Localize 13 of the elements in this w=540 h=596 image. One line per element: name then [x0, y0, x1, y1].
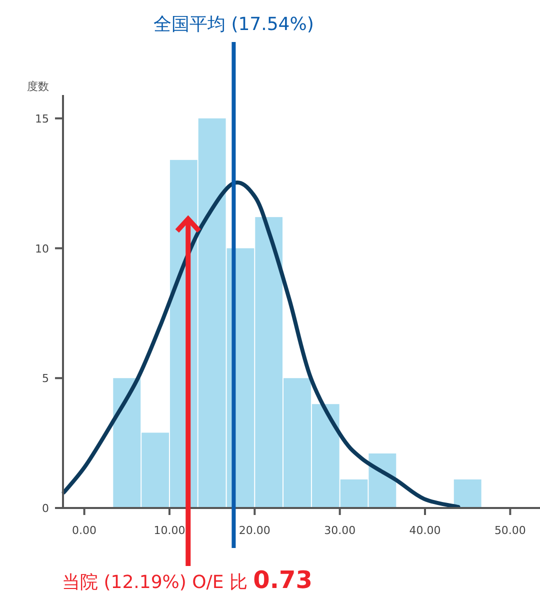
x-tick-label: 20.00: [238, 524, 270, 537]
x-tick-label: 40.00: [409, 524, 441, 537]
y-tick-label: 5: [42, 372, 49, 386]
x-tick-label: 10.00: [154, 524, 186, 537]
x-tick-label: 0.00: [72, 524, 97, 537]
x-tick-label: 30.00: [324, 524, 356, 537]
ref-line-label: 当院 (12.19%) O/E 比 0.73: [62, 566, 312, 594]
x-tick-label: 50.00: [494, 524, 526, 537]
y-axis-title: 度数: [27, 80, 49, 93]
y-tick-label: 15: [35, 112, 49, 126]
ref-line-label: 全国平均 (17.54%): [153, 14, 314, 35]
y-tick-label: 0: [42, 502, 49, 515]
y-tick-label: 10: [35, 242, 49, 256]
